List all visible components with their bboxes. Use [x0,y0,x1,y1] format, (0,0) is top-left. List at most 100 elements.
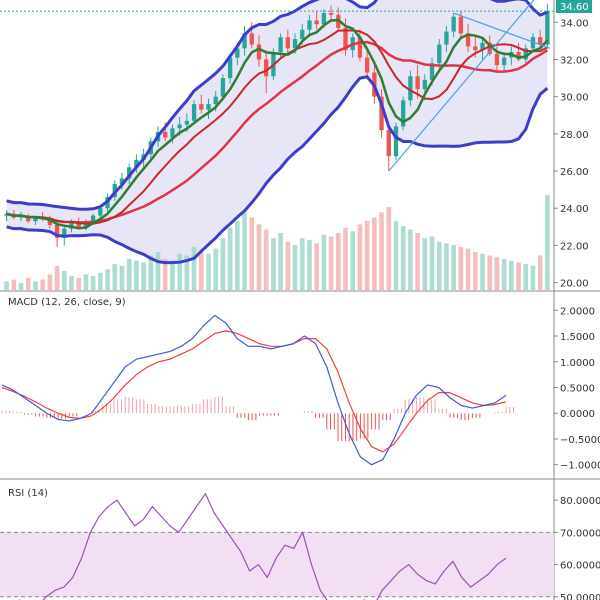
volume-bar [350,231,356,290]
candle-body [213,96,218,105]
rsi-tick-label: 70.0000 [560,528,600,539]
candle-body [487,42,492,54]
bollinger-upper [6,0,548,211]
volume-bar [379,212,384,290]
rsi-tick-label: 80.0000 [560,496,600,507]
price-tick-label: 22.00 [560,241,589,252]
candle-body [321,13,327,25]
macd-pane: MACD (12, 26, close, 9) 2.0000 1.5000 1.00… [1,297,600,472]
candle-body [408,76,413,101]
candle-body [33,217,38,222]
rsi-line [18,493,507,600]
volume-bar [509,260,514,290]
candle-body [264,59,269,77]
volume-bar [98,272,103,290]
macd-tick-label: −0.5000 [560,435,600,446]
volume-bar [213,248,219,290]
candle-body [177,124,182,129]
candle-body [292,39,298,49]
candle-body [444,31,449,45]
volume-bar [90,276,96,290]
candle-body [429,63,435,80]
price-tick-label: 26.00 [560,167,589,178]
volume-bar [83,274,89,290]
volume-bar [451,245,456,290]
candle-body [285,37,290,49]
candle-body [62,228,67,238]
price-tick-label: 34.00 [560,18,589,29]
candle-body [90,215,96,222]
price-tick-label: 30.00 [560,93,589,104]
volume-bar [444,243,449,290]
trendline-support [388,0,535,172]
volume-bar [256,224,262,290]
volume-bar [134,260,139,290]
candle-body [235,48,240,58]
moving-average-1 [6,18,549,230]
price-tick-label: 28.00 [560,130,589,141]
candle-body [170,128,175,138]
volume-bar [242,212,247,290]
volume-bar [523,264,529,290]
candle-body [47,219,53,225]
volume-bar [328,236,334,290]
candle-body [415,76,420,90]
candle-body [184,120,190,125]
last-price-tag-bg [556,0,592,13]
candle-body [300,29,305,40]
volume-bar [422,238,428,290]
candle-body [516,52,521,60]
bollinger-lower [6,75,549,265]
volume-bar [530,265,536,290]
volume-bar [400,226,406,290]
volume-bar [76,277,82,290]
volume-bar [278,233,283,290]
candle-body [458,16,464,34]
volume-bar [436,241,442,290]
volume-bar [494,257,500,290]
candle-body [357,37,363,58]
volume-bar [480,253,485,290]
volume-bar [33,281,38,290]
bollinger-fill [6,0,548,263]
candle-body [523,48,528,60]
candle-body [379,96,384,131]
volume-bar [408,229,413,290]
candle-body [437,44,442,64]
macd-tick-label: 1.5000 [560,332,595,343]
volume-bar [18,283,24,290]
volume-bar [487,255,493,290]
macd-tick-label: 1.0000 [560,358,595,369]
volume-bar [357,224,363,290]
candle-body [501,57,507,66]
candle-body [249,33,254,45]
volume-bar [343,227,348,290]
rsi-tick-label: 50.0000 [560,593,600,600]
candle-body [134,159,139,168]
candle-body [199,104,204,110]
candle-body [127,167,132,179]
macd-axis: 2.0000 1.5000 1.0000 0.5000 0.0000 −0.5000 −1.… [554,306,600,472]
volume-bar [54,265,60,290]
volume-bar [249,217,255,290]
volume-bar [516,262,521,290]
candle-body [530,37,536,49]
volume-bar [271,238,276,290]
volume-bar [321,234,327,290]
volume-bar [119,265,125,290]
candle-body [494,53,500,66]
price-pane: 20.00 22.00 24.00 26.00 28.00 30.00 32.00 34.00… [0,0,592,290]
volume-bar [4,281,9,290]
candle-body [54,224,60,238]
rsi-line [18,493,507,600]
macd-tick-label: 0.0000 [560,409,595,420]
macd-signal-line [1,330,507,453]
candle-body [393,126,399,157]
candle-body [480,42,485,51]
macd-tick-label: 0.5000 [560,384,595,395]
candle-body [343,27,348,51]
trendline-resistance [453,12,551,49]
rsi-title: RSI (14) [8,488,48,499]
